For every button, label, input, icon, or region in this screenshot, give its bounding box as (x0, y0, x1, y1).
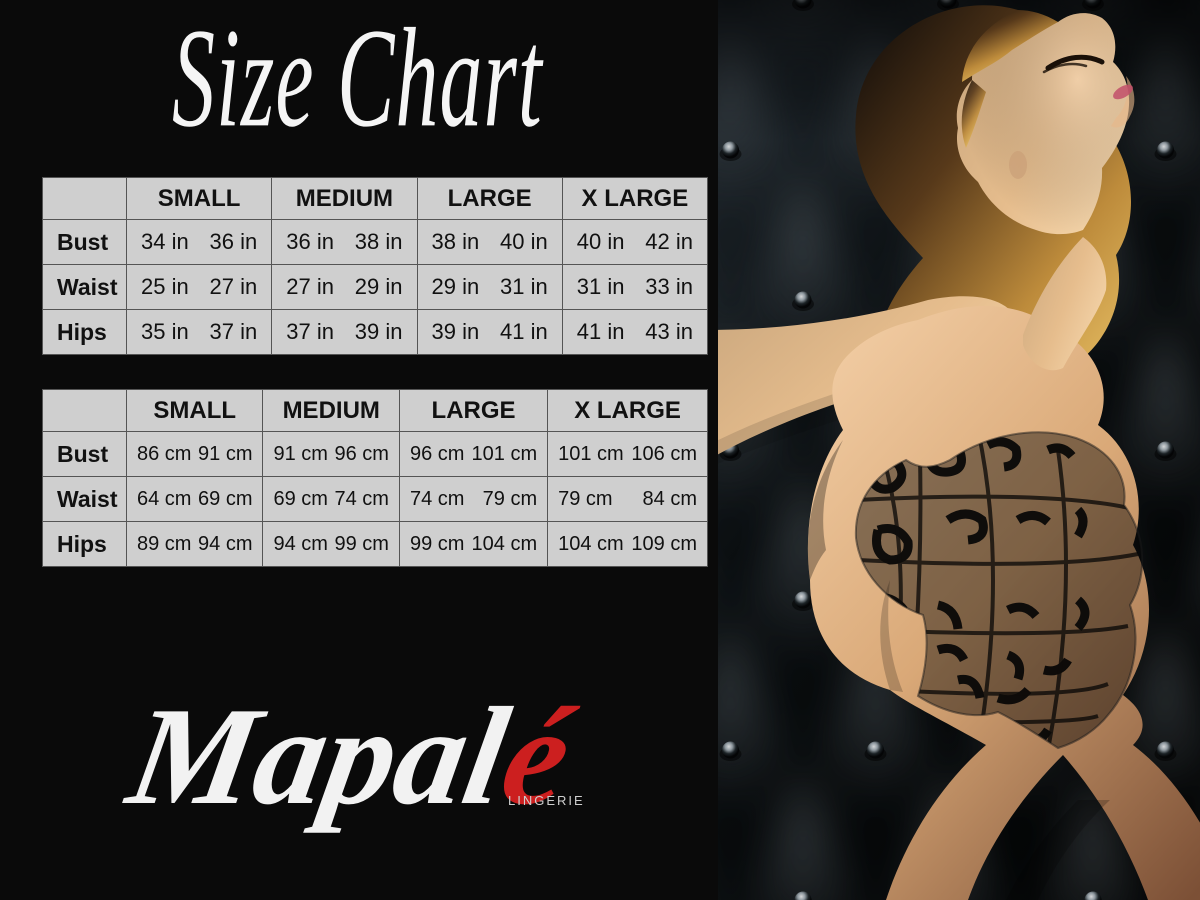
svg-text:Mapalé: Mapalé (116, 678, 585, 834)
